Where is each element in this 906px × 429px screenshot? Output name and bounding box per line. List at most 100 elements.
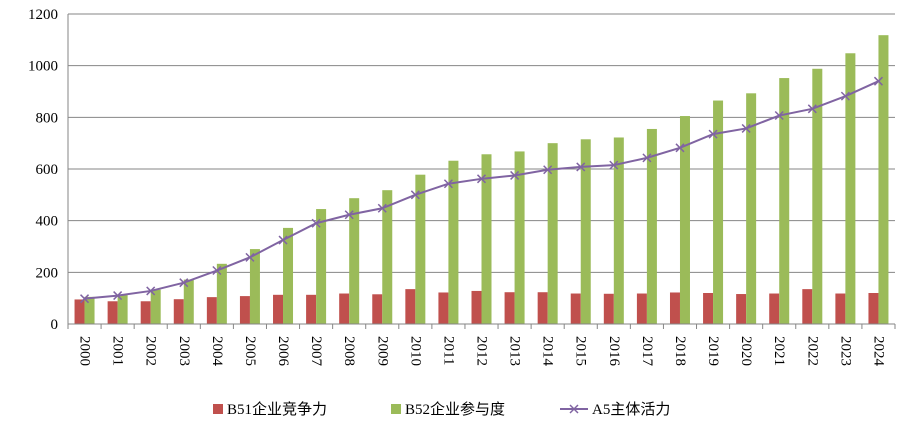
legend-marker — [569, 404, 579, 414]
y-tick-label: 600 — [36, 162, 59, 178]
line-point — [179, 278, 189, 288]
legend: B51企业竞争力 B52企业参与度 A5主体活力 — [213, 400, 670, 418]
bar — [273, 294, 284, 324]
bar — [84, 296, 95, 324]
bar — [239, 296, 250, 324]
bar — [868, 293, 879, 324]
line-point — [708, 129, 718, 139]
legend-item: B51企业竞争力 — [213, 400, 327, 418]
bar — [878, 35, 889, 324]
bar — [405, 289, 416, 324]
bar — [74, 299, 85, 324]
line-point — [510, 170, 520, 180]
bar — [448, 160, 459, 324]
x-tick-label: 2003 — [176, 336, 192, 366]
line-point — [774, 110, 784, 121]
bar — [107, 301, 118, 324]
bar — [471, 290, 482, 324]
bar — [646, 128, 657, 324]
line-point — [410, 190, 420, 200]
line-point — [278, 235, 288, 245]
legend-swatch — [213, 404, 223, 414]
x-tick-label: 2024 — [870, 336, 886, 367]
bar — [603, 293, 614, 324]
line-point — [212, 265, 222, 276]
bar — [173, 299, 184, 324]
x-tick-label: 2007 — [308, 336, 324, 367]
bar — [283, 227, 294, 324]
x-tick-label: 2019 — [705, 336, 721, 366]
line-point — [807, 104, 817, 114]
x-tick-label: 2012 — [474, 336, 490, 366]
bar — [306, 294, 317, 324]
legend-label: B52企业参与度 — [405, 400, 505, 418]
line-point — [146, 286, 156, 296]
x-tick-label: 2016 — [606, 336, 622, 367]
x-tick-label: 2017 — [639, 336, 655, 367]
line-point — [113, 291, 123, 301]
line-point — [377, 203, 387, 213]
line-point — [609, 160, 619, 170]
x-tick-label: 2015 — [573, 336, 589, 366]
bar — [481, 154, 492, 324]
bar — [613, 137, 624, 324]
line-point — [443, 179, 453, 189]
bar — [349, 198, 360, 324]
bar — [438, 292, 449, 324]
x-tick-label: 2011 — [440, 336, 456, 365]
bar — [802, 289, 813, 324]
y-tick-label: 0 — [51, 317, 59, 333]
bar — [140, 301, 151, 324]
legend-item: B52企业参与度 — [391, 400, 505, 418]
line-point — [873, 76, 883, 86]
bar — [514, 151, 525, 324]
x-tick-label: 2000 — [77, 336, 93, 366]
bar — [669, 292, 680, 324]
line-point — [80, 294, 90, 304]
x-tick-label: 2021 — [771, 336, 787, 366]
x-tick-label: 2004 — [209, 336, 225, 367]
bar — [372, 294, 383, 324]
line-point — [741, 123, 751, 133]
x-tick-label: 2001 — [110, 336, 126, 366]
bar — [769, 293, 780, 324]
bar — [150, 289, 161, 324]
bar — [382, 190, 393, 324]
line-point — [311, 218, 321, 228]
bar — [504, 292, 515, 324]
x-axis — [67, 14, 896, 329]
bar — [580, 139, 591, 324]
bar — [249, 249, 260, 324]
bar — [415, 174, 426, 324]
bar — [845, 53, 856, 325]
line-point — [344, 210, 354, 220]
y-axis: 0 200 400 600 800 1000 1200 — [28, 7, 58, 333]
bar — [779, 78, 790, 324]
bar — [835, 293, 846, 324]
line-point — [245, 252, 255, 262]
bar — [206, 297, 217, 324]
line-point — [840, 91, 850, 101]
x-tick-label: 2013 — [507, 336, 523, 366]
x-tick-label: 2018 — [672, 336, 688, 366]
line-point — [675, 143, 685, 153]
bar — [679, 116, 690, 325]
bar — [570, 293, 581, 324]
bar — [736, 294, 747, 324]
legend-item: A5主体活力 — [560, 401, 670, 418]
x-tick-label: 2008 — [341, 336, 357, 366]
x-tick-label: 2020 — [738, 336, 754, 366]
line-layer — [80, 76, 883, 304]
y-tick-label: 1200 — [28, 7, 58, 23]
x-tick-label: 2023 — [837, 336, 853, 366]
legend-swatch — [391, 404, 401, 414]
line-point — [642, 153, 652, 163]
bar — [183, 279, 194, 324]
bar — [703, 293, 714, 324]
x-tick-label: 2009 — [374, 336, 390, 366]
x-tick-label: 2010 — [407, 336, 423, 366]
y-tick-label: 200 — [36, 265, 59, 281]
bar — [339, 293, 350, 324]
